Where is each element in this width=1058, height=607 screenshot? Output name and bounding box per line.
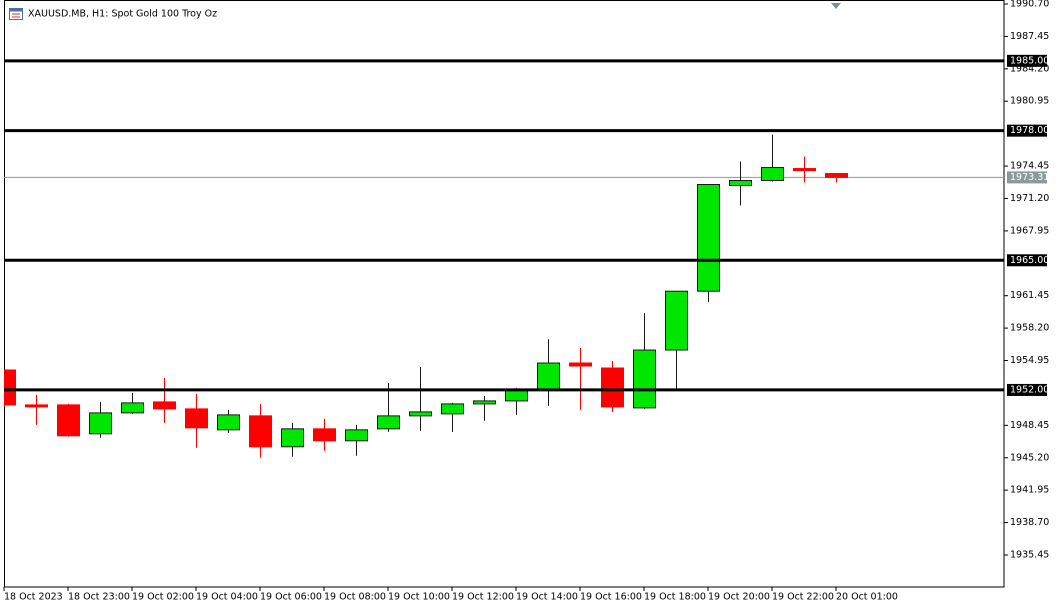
x-tick-label: 19 Oct 02:00 bbox=[132, 592, 194, 603]
candle-body bbox=[57, 404, 80, 437]
plot-area bbox=[4, 59, 1004, 458]
candle-body bbox=[729, 180, 752, 186]
level-label-box bbox=[1007, 383, 1047, 396]
y-tick-label: 1990.70 bbox=[1010, 0, 1049, 9]
level-label: 1952.00 bbox=[1010, 384, 1049, 395]
candle-body bbox=[25, 404, 48, 408]
y-tick-label: 1948.45 bbox=[1010, 420, 1049, 431]
y-tick-label: 1954.95 bbox=[1010, 355, 1049, 366]
y-tick-label: 1938.70 bbox=[1010, 517, 1049, 528]
y-tick-label: 1945.20 bbox=[1010, 452, 1049, 463]
x-tick-label: 19 Oct 14:00 bbox=[516, 592, 578, 603]
x-tick-label: 19 Oct 18:00 bbox=[644, 592, 706, 603]
x-tick-label: 18 Oct 2023 bbox=[4, 592, 63, 603]
x-tick-label: 19 Oct 20:00 bbox=[708, 592, 770, 603]
candle-body bbox=[825, 173, 848, 178]
x-tick-label: 19 Oct 16:00 bbox=[580, 592, 642, 603]
candle-body bbox=[505, 389, 528, 402]
x-tick-label: 18 Oct 23:00 bbox=[68, 592, 130, 603]
y-tick-label: 1935.45 bbox=[1010, 549, 1049, 560]
candle-body bbox=[761, 167, 784, 182]
candle-body bbox=[281, 428, 304, 448]
candle-body bbox=[665, 290, 688, 351]
y-tick-label: 1974.45 bbox=[1010, 161, 1049, 172]
candle-body bbox=[217, 414, 240, 431]
level-label-box bbox=[1007, 124, 1047, 137]
y-tick-label: 1971.20 bbox=[1010, 193, 1049, 204]
x-tick-label: 19 Oct 06:00 bbox=[260, 592, 322, 603]
candle-body bbox=[121, 402, 144, 414]
level-label-box bbox=[1007, 54, 1047, 67]
candle-body bbox=[313, 428, 336, 442]
level-label-box bbox=[1007, 254, 1047, 267]
candle-body bbox=[89, 412, 112, 435]
x-tick-label: 19 Oct 10:00 bbox=[388, 592, 450, 603]
candle-body bbox=[345, 429, 368, 442]
level-label: 1965.00 bbox=[1010, 255, 1049, 266]
level-label: 1985.00 bbox=[1010, 55, 1049, 66]
candle-body bbox=[793, 168, 816, 172]
candle-body bbox=[473, 400, 496, 405]
candle-body bbox=[633, 349, 656, 409]
candle-body bbox=[153, 401, 176, 410]
candle-body bbox=[185, 408, 208, 429]
shift-marker bbox=[831, 3, 841, 9]
candle-body bbox=[697, 183, 720, 292]
plot-frame bbox=[4, 0, 1005, 588]
x-tick-label: 19 Oct 12:00 bbox=[452, 592, 514, 603]
candle-body bbox=[4, 369, 16, 406]
y-tick-label: 1961.45 bbox=[1010, 290, 1049, 301]
candle-body bbox=[569, 362, 592, 367]
x-tick-label: 19 Oct 04:00 bbox=[196, 592, 258, 603]
y-tick-label: 1941.95 bbox=[1010, 485, 1049, 496]
candle-body bbox=[601, 367, 624, 408]
candle-body bbox=[249, 415, 272, 448]
x-tick-label: 19 Oct 08:00 bbox=[324, 592, 386, 603]
candle-body bbox=[537, 362, 560, 391]
x-tick-label: 19 Oct 22:00 bbox=[772, 592, 834, 603]
y-tick-label: 1984.20 bbox=[1010, 63, 1049, 74]
symbol-icon bbox=[9, 8, 23, 20]
candle-body bbox=[441, 403, 464, 415]
y-tick-label: 1967.95 bbox=[1010, 225, 1049, 236]
level-label: 1978.00 bbox=[1010, 125, 1049, 136]
chart-title: XAUUSD.MB, H1: Spot Gold 100 Troy Oz bbox=[28, 9, 217, 20]
y-tick-label: 1987.45 bbox=[1010, 31, 1049, 42]
candle-body bbox=[409, 411, 432, 417]
current-price-box bbox=[1007, 171, 1047, 184]
y-tick-label: 1980.95 bbox=[1010, 96, 1049, 107]
current-price-label: 1973.31 bbox=[1010, 172, 1049, 183]
candle-body bbox=[377, 415, 400, 430]
x-tick-label: 20 Oct 01:00 bbox=[836, 592, 898, 603]
y-tick-label: 1958.20 bbox=[1010, 323, 1049, 334]
